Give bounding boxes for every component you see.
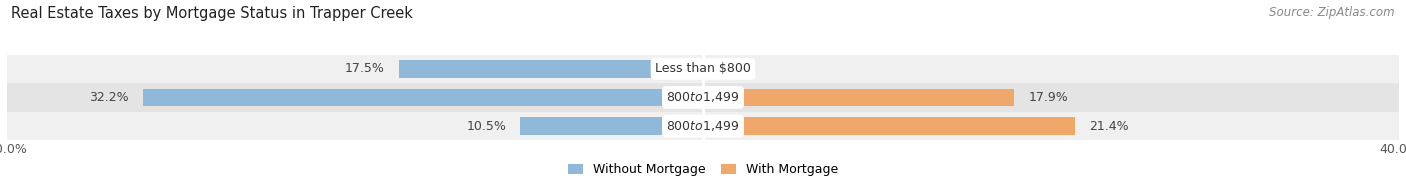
- Text: Real Estate Taxes by Mortgage Status in Trapper Creek: Real Estate Taxes by Mortgage Status in …: [11, 6, 413, 21]
- Text: 32.2%: 32.2%: [89, 91, 129, 104]
- Text: 21.4%: 21.4%: [1090, 120, 1129, 133]
- Text: 10.5%: 10.5%: [467, 120, 506, 133]
- Bar: [7, 112, 1399, 140]
- Text: Source: ZipAtlas.com: Source: ZipAtlas.com: [1270, 6, 1395, 19]
- Bar: [143, 89, 703, 106]
- Bar: [703, 117, 1076, 135]
- Bar: [398, 60, 703, 78]
- Bar: [7, 83, 1399, 112]
- Text: 17.9%: 17.9%: [1028, 91, 1069, 104]
- Text: $800 to $1,499: $800 to $1,499: [666, 119, 740, 133]
- Text: 17.5%: 17.5%: [344, 62, 385, 75]
- Bar: [703, 89, 1015, 106]
- Text: Less than $800: Less than $800: [655, 62, 751, 75]
- Bar: [7, 55, 1399, 83]
- Bar: [520, 117, 703, 135]
- Text: 0.0%: 0.0%: [717, 62, 749, 75]
- Text: $800 to $1,499: $800 to $1,499: [666, 90, 740, 105]
- Legend: Without Mortgage, With Mortgage: Without Mortgage, With Mortgage: [562, 158, 844, 181]
